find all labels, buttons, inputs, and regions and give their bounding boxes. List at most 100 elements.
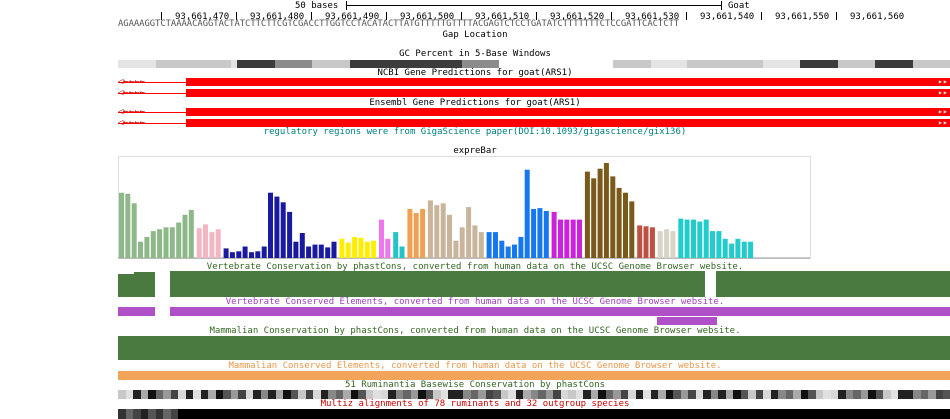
rum-cons-base bbox=[125, 390, 133, 399]
rum-cons-track[interactable] bbox=[118, 390, 950, 399]
gene-exon[interactable] bbox=[186, 119, 950, 127]
rum-cons-base bbox=[440, 390, 448, 399]
rum-cons-base bbox=[913, 390, 921, 399]
rum-cons-base bbox=[575, 390, 583, 399]
gc-window bbox=[875, 60, 913, 68]
rum-cons-base bbox=[133, 390, 141, 399]
mamm-cons-track[interactable] bbox=[118, 336, 950, 360]
exprebar-bar bbox=[466, 207, 472, 258]
rum-cons-base bbox=[605, 390, 613, 399]
exprebar-bar bbox=[229, 252, 235, 258]
exprebar-bar bbox=[169, 227, 175, 258]
conserved-element[interactable] bbox=[170, 307, 950, 316]
exprebar-bar bbox=[551, 211, 557, 258]
vert-cons-track[interactable] bbox=[118, 271, 950, 297]
exprebar-bar bbox=[710, 231, 715, 258]
rum-cons-base bbox=[343, 390, 351, 399]
intron-line bbox=[118, 123, 186, 124]
exprebar-bar bbox=[629, 201, 635, 258]
rum-cons-base bbox=[523, 390, 531, 399]
rum-cons-base bbox=[770, 390, 778, 399]
rum-cons-base bbox=[538, 390, 546, 399]
track-label-ncbi[interactable]: NCBI Gene Predictions for goat(ARS1) bbox=[377, 68, 573, 78]
exprebar-bar bbox=[564, 219, 570, 258]
exprebar-bar bbox=[242, 246, 248, 258]
track-label-mamm-elements[interactable]: Mammalian Conserved Elements, converted … bbox=[228, 361, 722, 371]
multiz-track[interactable] bbox=[118, 409, 950, 419]
rum-cons-base bbox=[740, 390, 748, 399]
gc-window bbox=[800, 60, 838, 68]
ruler-tick bbox=[461, 12, 462, 20]
ruler-position: 93,661,510 bbox=[475, 12, 530, 22]
exprebar-bar bbox=[364, 241, 370, 258]
exprebar-bar bbox=[345, 242, 351, 258]
ruler-position: 93,661,540 bbox=[700, 12, 755, 22]
rum-cons-base bbox=[148, 390, 156, 399]
exprebar-bar bbox=[413, 212, 419, 258]
gc-percent-track[interactable] bbox=[118, 60, 950, 68]
rum-cons-base bbox=[643, 390, 651, 399]
rum-cons-base bbox=[680, 390, 688, 399]
track-label-regulatory[interactable]: regulatory regions were from GigaScience… bbox=[263, 127, 687, 137]
exprebar-bar bbox=[716, 231, 722, 258]
rum-cons-base bbox=[748, 390, 756, 399]
track-label-ensembl[interactable]: Ensembl Gene Predictions for goat(ARS1) bbox=[369, 98, 581, 108]
track-label-vert-cons[interactable]: Vertebrate Conservation by phastCons, co… bbox=[206, 262, 744, 272]
track-label-multiz[interactable]: Multiz alignments of 78 ruminants and 32… bbox=[320, 399, 630, 409]
rum-cons-base bbox=[860, 390, 868, 399]
rum-cons-base bbox=[380, 390, 388, 399]
gene-exon[interactable] bbox=[186, 78, 950, 86]
exprebar-bar bbox=[125, 193, 131, 258]
rum-cons-base bbox=[628, 390, 636, 399]
exprebar-bar bbox=[287, 211, 293, 258]
rum-cons-base bbox=[200, 390, 208, 399]
rum-cons-base bbox=[920, 390, 928, 399]
gc-window bbox=[462, 60, 499, 68]
exprebar-bar bbox=[447, 214, 452, 258]
gc-window bbox=[838, 60, 875, 68]
exprebar-chart[interactable] bbox=[118, 156, 950, 260]
conserved-element[interactable] bbox=[118, 307, 155, 316]
track-label-rum-cons[interactable]: 51 Ruminantia Basewise Conservation by p… bbox=[344, 380, 606, 390]
track-label-mamm-cons[interactable]: Mammalian Conservation by phastCons, con… bbox=[209, 326, 741, 336]
gene-exon[interactable] bbox=[186, 89, 950, 97]
rum-cons-base bbox=[928, 390, 936, 399]
exprebar-bar bbox=[318, 244, 324, 258]
mamm-elements-track[interactable] bbox=[118, 371, 950, 380]
conserved-element[interactable] bbox=[657, 317, 717, 325]
rum-cons-base bbox=[268, 390, 276, 399]
ruler-tick bbox=[611, 12, 612, 20]
exprebar-bar bbox=[623, 192, 628, 258]
exprebar-bar bbox=[215, 229, 221, 258]
track-label-gc[interactable]: GC Percent in 5-Base Windows bbox=[399, 49, 551, 59]
track-label-vert-elements[interactable]: Vertebrate Conserved Elements, converted… bbox=[225, 297, 725, 307]
rum-cons-base bbox=[800, 390, 808, 399]
ncbi-gene-track[interactable]: ◁←←←← ▸▸ ◁←←←← ▸▸ bbox=[118, 77, 950, 98]
ruler-position: 93,661,490 bbox=[325, 12, 380, 22]
ensembl-gene-track[interactable]: ◁←←←← ▸▸ ◁←←←← ▸▸ bbox=[118, 107, 950, 128]
exprebar-bar bbox=[255, 251, 261, 258]
gene-exon[interactable] bbox=[186, 108, 950, 116]
rum-cons-base bbox=[373, 390, 381, 399]
exprebar-bar bbox=[748, 241, 754, 258]
exprebar-bar bbox=[591, 178, 597, 258]
vert-elements-track[interactable] bbox=[118, 307, 950, 327]
exprebar-bar bbox=[150, 231, 156, 258]
track-label-gap[interactable]: Gap Location bbox=[442, 30, 508, 40]
multiz-block bbox=[133, 409, 141, 419]
rum-cons-base bbox=[778, 390, 786, 399]
track-label-exprebar[interactable]: expreBar bbox=[453, 146, 497, 156]
rum-cons-base bbox=[178, 390, 186, 399]
rum-cons-base bbox=[838, 390, 846, 399]
exprebar-bar bbox=[741, 241, 747, 258]
exprebar-bar bbox=[182, 214, 188, 258]
rum-cons-base bbox=[755, 390, 763, 399]
rum-cons-base bbox=[703, 390, 711, 399]
rum-cons-base bbox=[230, 390, 238, 399]
exprebar-bar bbox=[371, 240, 377, 258]
intron-line bbox=[118, 93, 186, 94]
multiz-block bbox=[155, 409, 163, 419]
rum-cons-base bbox=[365, 390, 373, 399]
scale-bar-line bbox=[346, 5, 722, 6]
gc-window bbox=[350, 60, 462, 68]
